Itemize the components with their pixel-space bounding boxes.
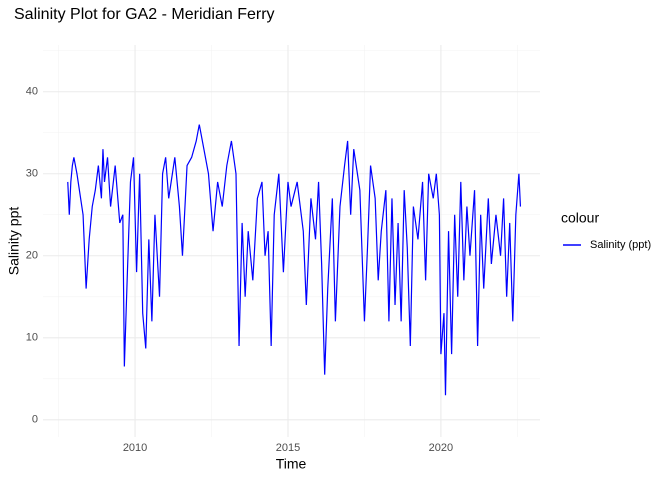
x-tick-label: 2010: [123, 442, 147, 454]
y-tick-label: 0: [32, 414, 38, 426]
plot-area: 0 10 20 30 40 2010 2015 2020: [26, 45, 540, 454]
y-tick-label: 40: [26, 86, 38, 98]
legend-label: Salinity (ppt): [590, 239, 651, 251]
y-tick-label: 10: [26, 332, 38, 344]
y-tick-label: 30: [26, 168, 38, 180]
y-tick-label: 20: [26, 250, 38, 262]
x-tick-label: 2015: [276, 442, 300, 454]
y-axis-label: Salinity ppt: [6, 207, 22, 276]
legend-title: colour: [561, 210, 599, 226]
data-line: [67, 124, 522, 396]
x-axis-label: Time: [276, 456, 307, 472]
x-tick-label: 2020: [429, 442, 453, 454]
chart-title: Salinity Plot for GA2 - Meridian Ferry: [14, 6, 275, 23]
